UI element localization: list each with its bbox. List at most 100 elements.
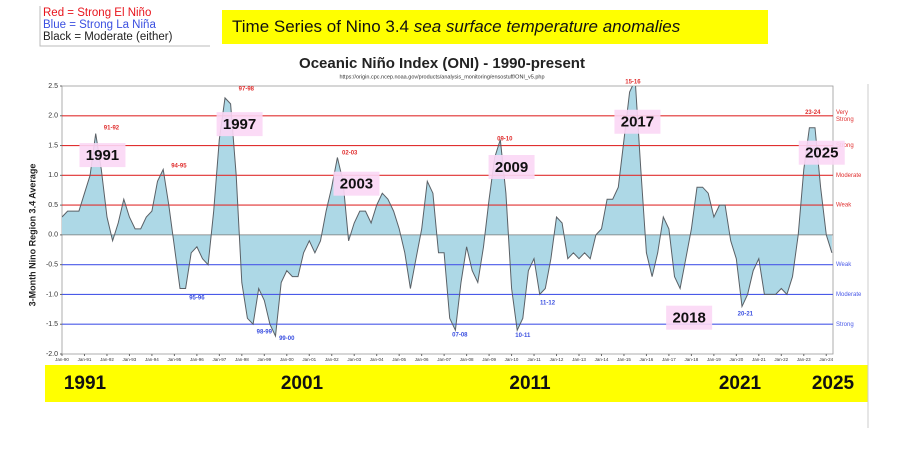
x-tick-label: Jan-91 — [78, 357, 92, 362]
y-tick-label: 0.0 — [48, 232, 58, 239]
y-tick-label: -0.5 — [46, 262, 58, 269]
x-tick-label: Jan-11 — [527, 357, 541, 362]
x-tick-label: Jan-07 — [437, 357, 451, 362]
highlight-box — [614, 109, 661, 134]
banner-plain: Time Series of Nino 3.4 — [232, 17, 414, 36]
peak-label: 95-96 — [189, 296, 205, 302]
reference-label: Moderate — [836, 173, 862, 179]
y-tick-label: -2.0 — [46, 351, 58, 358]
x-tick-label: Jan-05 — [392, 357, 406, 362]
reference-label: Strong — [836, 117, 854, 123]
reference-label: Very — [836, 110, 848, 116]
highlight-box — [79, 143, 126, 168]
reference-label: Moderate — [836, 292, 862, 298]
reference-label: Weak — [836, 262, 852, 268]
x-tick-label: Jan-09 — [482, 357, 496, 362]
peak-label: 20-21 — [738, 312, 754, 318]
footer-band — [45, 365, 868, 402]
x-tick-label: Jan-99 — [257, 357, 271, 362]
x-tick-label: Jan-18 — [685, 357, 699, 362]
highlight-label: 2018 — [672, 310, 705, 327]
x-tick-label: Jan-10 — [505, 357, 519, 362]
footer-year: 2001 — [281, 373, 324, 394]
x-tick-label: Jan-24 — [819, 357, 833, 362]
legend-entry: Black = Moderate (either) — [43, 31, 173, 43]
highlight-label: 2009 — [495, 159, 528, 176]
y-tick-label: 0.5 — [48, 202, 58, 209]
highlight-label: 2025 — [805, 145, 838, 162]
x-tick-label: Jan-97 — [212, 357, 226, 362]
x-tick-label: Jan-94 — [145, 357, 159, 362]
footer-year: 2025 — [812, 373, 855, 394]
y-tick-label: 2.0 — [48, 113, 58, 120]
banner-bg — [222, 10, 768, 44]
plot-layer — [62, 86, 833, 338]
x-tick-label: Jan-92 — [100, 357, 114, 362]
peak-label: 99-00 — [279, 336, 295, 342]
legend-bracket — [39, 6, 210, 47]
y-tick-label: -1.0 — [46, 291, 58, 298]
footer-year: 1991 — [64, 373, 107, 394]
peak-label: 15-16 — [625, 79, 641, 85]
legend-entry: Red = Strong El Niño — [43, 7, 151, 19]
peak-label: 98-99 — [257, 330, 273, 336]
banner-text: Time Series of Nino 3.4 sea surface temp… — [232, 17, 681, 36]
x-tick-label: Jan-95 — [168, 357, 182, 362]
y-tick-label: 2.5 — [48, 83, 58, 90]
x-tick-label: Jan-03 — [347, 357, 361, 362]
x-tick-label: Jan-93 — [123, 357, 137, 362]
legend-entry: Blue = Strong La Niña — [43, 19, 156, 31]
x-tick-label: Jan-23 — [797, 357, 811, 362]
x-tick-label: Jan-90 — [55, 357, 69, 362]
highlight-box — [798, 140, 845, 165]
x-tick-label: Jan-16 — [640, 357, 654, 362]
x-tick-label: Jan-08 — [460, 357, 474, 362]
footer-year: 2021 — [719, 373, 762, 394]
y-axis-label: 3-Month Nino Region 3.4 Average — [27, 164, 37, 307]
x-tick-label: Jan-13 — [572, 357, 586, 362]
x-tick-label: Jan-01 — [302, 357, 316, 362]
highlight-box — [333, 171, 380, 196]
reference-label: Weak — [836, 203, 852, 209]
peak-label: 02-03 — [342, 150, 358, 156]
highlight-label: 1991 — [86, 147, 119, 164]
x-tick-label: Jan-06 — [415, 357, 429, 362]
peak-label: 94-95 — [171, 163, 187, 169]
y-tick-label: -1.5 — [46, 321, 58, 328]
highlight-box — [216, 112, 263, 137]
highlight-label: 2003 — [340, 176, 373, 193]
x-tick-label: Jan-00 — [280, 357, 294, 362]
x-tick-label: Jan-17 — [662, 357, 676, 362]
peak-label: 10-11 — [515, 333, 531, 339]
x-tick-label: Jan-96 — [190, 357, 204, 362]
reference-label: Strong — [836, 322, 854, 328]
oni-line — [62, 86, 833, 338]
x-tick-label: Jan-14 — [595, 357, 609, 362]
x-tick-label: Jan-20 — [729, 357, 743, 362]
x-tick-label: Jan-15 — [617, 357, 631, 362]
x-tick-label: Jan-22 — [774, 357, 788, 362]
x-tick-label: Jan-98 — [235, 357, 249, 362]
peak-label: 07-08 — [452, 333, 468, 339]
x-tick-label: Jan-02 — [325, 357, 339, 362]
x-tick-label: Jan-12 — [550, 357, 564, 362]
reference-label: Strong — [836, 143, 854, 149]
peak-label: 09-10 — [497, 137, 513, 143]
chart-subtitle: https://origin.cpc.ncep.noaa.gov/product… — [339, 74, 544, 80]
banner-italic: sea surface temperature anomalies — [414, 17, 681, 36]
highlight-box — [666, 305, 713, 330]
peak-label: 91-92 — [104, 125, 120, 131]
peak-label: 11-12 — [540, 300, 556, 306]
chart-title: Oceanic Niño Index (ONI) - 1990-present — [299, 55, 585, 72]
highlight-label: 2017 — [621, 114, 654, 131]
x-tick-label: Jan-19 — [707, 357, 721, 362]
highlight-label: 1997 — [223, 116, 256, 133]
highlight-box — [488, 154, 535, 179]
footer-year: 2011 — [509, 373, 551, 394]
peak-label: 23-24 — [805, 110, 821, 116]
y-tick-label: 1.5 — [48, 142, 58, 149]
peak-label: 97-98 — [239, 87, 255, 93]
y-tick-label: 1.0 — [48, 172, 58, 179]
x-tick-label: Jan-04 — [370, 357, 384, 362]
